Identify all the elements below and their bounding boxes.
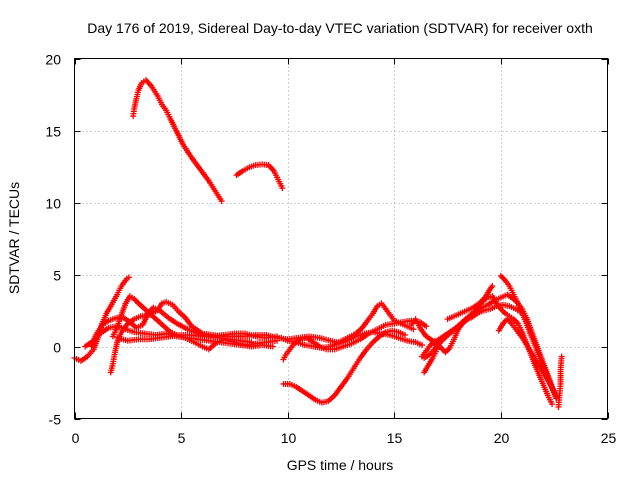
x-axis-label: GPS time / hours [287, 457, 394, 473]
y-tick-label: 10 [45, 196, 61, 212]
x-tick-labels: 0 5 10 15 20 25 [72, 430, 617, 446]
series-arc-low [280, 327, 408, 406]
axis-ticks [74, 58, 609, 420]
x-tick-label: 0 [72, 430, 80, 446]
data-point [218, 198, 225, 205]
data-point [499, 274, 506, 281]
data-point [423, 323, 430, 330]
y-tick-label: 5 [53, 268, 61, 284]
y-tick-label: -5 [49, 412, 62, 428]
data-point [489, 283, 496, 290]
series-arc-i [327, 329, 426, 350]
y-axis-label: SDTVAR / TECUs [6, 182, 22, 294]
data-point [505, 317, 512, 324]
x-tick-label: 15 [387, 430, 403, 446]
series-arc-n [497, 272, 560, 402]
series-arc-high-2 [233, 161, 286, 192]
x-tick-label: 5 [178, 430, 186, 446]
data-point [269, 343, 276, 350]
data-point [442, 349, 449, 356]
series-arc-high-1 [130, 77, 225, 205]
series-arc-o [408, 316, 440, 376]
x-tick-label: 25 [601, 430, 617, 446]
grid [74, 58, 608, 419]
series-arc-q [444, 283, 496, 323]
x-tick-label: 20 [494, 430, 510, 446]
y-tick-label: 20 [45, 52, 61, 68]
series-arc-f [114, 330, 281, 344]
data-point [500, 275, 507, 282]
chart-title: Day 176 of 2019, Sidereal Day-to-day VTE… [87, 20, 593, 36]
y-tick-label: 0 [53, 340, 61, 356]
data-point [558, 353, 565, 360]
data-points [71, 77, 565, 410]
y-tick-labels: -5 0 5 10 15 20 [45, 52, 61, 428]
data-point [401, 331, 408, 338]
data-point [497, 272, 504, 279]
data-point [443, 347, 450, 354]
series-arc-c [109, 293, 281, 353]
data-point [279, 185, 286, 192]
series-arc-p [555, 353, 565, 410]
data-point [410, 326, 417, 333]
data-point [125, 274, 132, 281]
data-point [132, 297, 139, 304]
y-tick-label: 15 [45, 124, 61, 140]
data-point [419, 342, 426, 349]
data-point [134, 298, 141, 305]
data-point [439, 346, 446, 353]
plot-frame [74, 58, 608, 419]
data-point [499, 307, 506, 314]
x-tick-label: 10 [281, 430, 297, 446]
data-point [421, 369, 428, 376]
data-point [507, 319, 514, 326]
data-point [500, 308, 507, 315]
data-point [549, 401, 556, 408]
data-point [274, 333, 281, 340]
